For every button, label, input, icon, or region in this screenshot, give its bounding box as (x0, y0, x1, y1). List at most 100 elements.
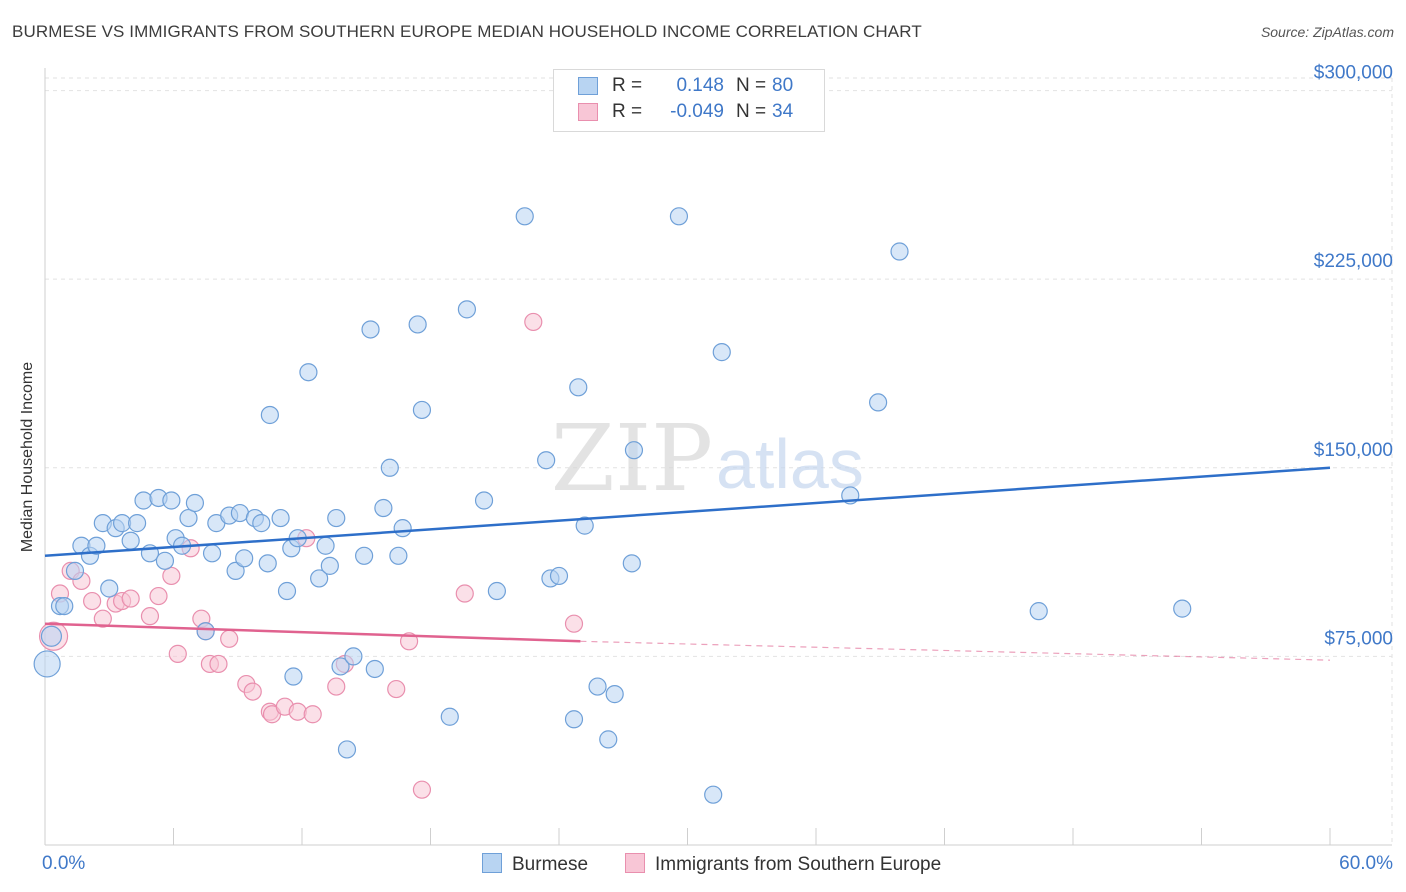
y-axis-label: Median Household Income (19, 361, 36, 553)
data-point-burmese (355, 546, 374, 565)
x-tick-label: 60.0% (1339, 853, 1393, 874)
bottom-legend-swatch-southern-europe (625, 853, 645, 873)
series-southern-europe-points (38, 312, 584, 799)
data-point-southern-europe (288, 702, 307, 721)
data-point-southern-europe (83, 591, 102, 611)
legend-swatch-burmese (578, 77, 598, 95)
data-point-burmese (457, 300, 477, 319)
data-point-burmese (55, 596, 74, 616)
data-point-burmese (599, 730, 618, 749)
axes (44, 68, 1392, 846)
data-point-burmese (605, 685, 624, 704)
data-point-burmese (337, 740, 357, 759)
data-point-burmese (252, 514, 271, 533)
data-point-burmese (549, 566, 569, 586)
x-tick-label: 0.0% (42, 853, 85, 874)
legend-r-value: -0.049 (670, 101, 724, 122)
y-tick-label: $225,000 (1314, 251, 1393, 272)
data-point-southern-europe (412, 780, 432, 799)
data-point-burmese (284, 667, 303, 686)
legend-n-value: 34 (772, 101, 794, 122)
data-point-burmese (310, 569, 329, 588)
data-point-burmese (537, 451, 556, 470)
data-point-southern-europe (162, 566, 181, 586)
data-point-burmese (196, 622, 215, 641)
data-point-burmese (669, 207, 689, 226)
data-point-burmese (704, 785, 723, 804)
data-point-burmese (712, 343, 731, 362)
trend-line-burmese (44, 466, 1331, 558)
data-point-burmese (179, 508, 198, 528)
data-point-burmese (65, 561, 85, 580)
y-tick-labels: $75,000 $150,000 $225,000 $300,000 (1314, 63, 1393, 650)
data-point-burmese (320, 556, 339, 575)
data-point-southern-europe (303, 705, 322, 724)
data-point-burmese (622, 554, 641, 573)
data-point-burmese (226, 561, 245, 580)
data-point-burmese (393, 519, 412, 538)
data-point-burmese (260, 405, 279, 425)
bottom-legend-swatch-burmese (482, 853, 502, 873)
data-point-burmese (389, 546, 408, 565)
data-point-burmese (327, 508, 346, 528)
legend-r-label: R = (612, 101, 643, 122)
data-point-southern-europe (220, 629, 239, 648)
legend-n-label: N = (736, 101, 767, 122)
x-tick-labels: 0.0% 60.0% (42, 853, 1393, 874)
data-point-burmese (869, 393, 888, 412)
data-point-southern-europe (564, 614, 584, 633)
trend-line-southern-europe (44, 622, 581, 643)
data-point-burmese (331, 657, 350, 676)
data-point-burmese (271, 508, 290, 528)
data-point-burmese (344, 647, 363, 666)
watermark: ZIP atlas (551, 405, 864, 512)
data-point-burmese (408, 315, 427, 334)
correlation-legend: R = 0.148 N = 80 R = -0.049 N = 34 (553, 69, 825, 132)
legend-r-value: 0.148 (676, 75, 724, 96)
y-tick-label: $150,000 (1314, 440, 1393, 461)
legend-n-value: 80 (772, 75, 794, 96)
data-point-burmese (1029, 602, 1048, 621)
data-point-burmese (361, 320, 380, 339)
y-tick-label: $75,000 (1324, 628, 1393, 649)
data-point-burmese (40, 625, 63, 647)
data-point-burmese (1173, 599, 1192, 618)
trend-lines (44, 466, 1331, 661)
chart-title: BURMESE VS IMMIGRANTS FROM SOUTHERN EURO… (12, 22, 922, 41)
data-point-southern-europe (149, 586, 168, 606)
data-point-southern-europe (93, 609, 112, 628)
data-point-burmese (374, 498, 393, 518)
data-point-burmese (299, 363, 318, 382)
data-point-southern-europe (524, 312, 543, 332)
data-point-burmese (87, 536, 106, 555)
data-point-burmese (487, 581, 506, 601)
data-point-burmese (515, 207, 534, 226)
series-burmese-points (33, 207, 1192, 804)
data-point-southern-europe (387, 679, 406, 699)
data-point-burmese (100, 579, 119, 598)
data-point-burmese (440, 707, 459, 726)
data-point-southern-europe (140, 607, 160, 626)
data-point-burmese (474, 491, 494, 510)
data-point-southern-europe (121, 589, 140, 608)
legend-r-label: R = (612, 75, 643, 96)
data-point-burmese (412, 400, 432, 420)
data-point-burmese (155, 551, 175, 570)
bottom-legend-southern-europe: Immigrants from Southern Europe (625, 853, 941, 876)
data-point-burmese (380, 458, 399, 477)
watermark-atlas: atlas (716, 425, 864, 503)
data-point-burmese (258, 554, 277, 573)
data-point-burmese (134, 491, 153, 510)
bottom-legend-label-southern-europe: Immigrants from Southern Europe (655, 854, 942, 875)
data-point-burmese (316, 536, 335, 555)
legend-n-label: N = (736, 75, 767, 96)
data-point-burmese (365, 659, 384, 679)
data-point-southern-europe (455, 584, 474, 603)
data-point-southern-europe (243, 682, 262, 701)
data-point-burmese (33, 650, 61, 678)
trend-line-southern-europe-extension (580, 640, 1331, 661)
source-label: Source: ZipAtlas.com (1260, 24, 1394, 40)
data-point-burmese (121, 531, 140, 550)
data-point-burmese (127, 514, 147, 533)
data-point-burmese (624, 441, 644, 460)
